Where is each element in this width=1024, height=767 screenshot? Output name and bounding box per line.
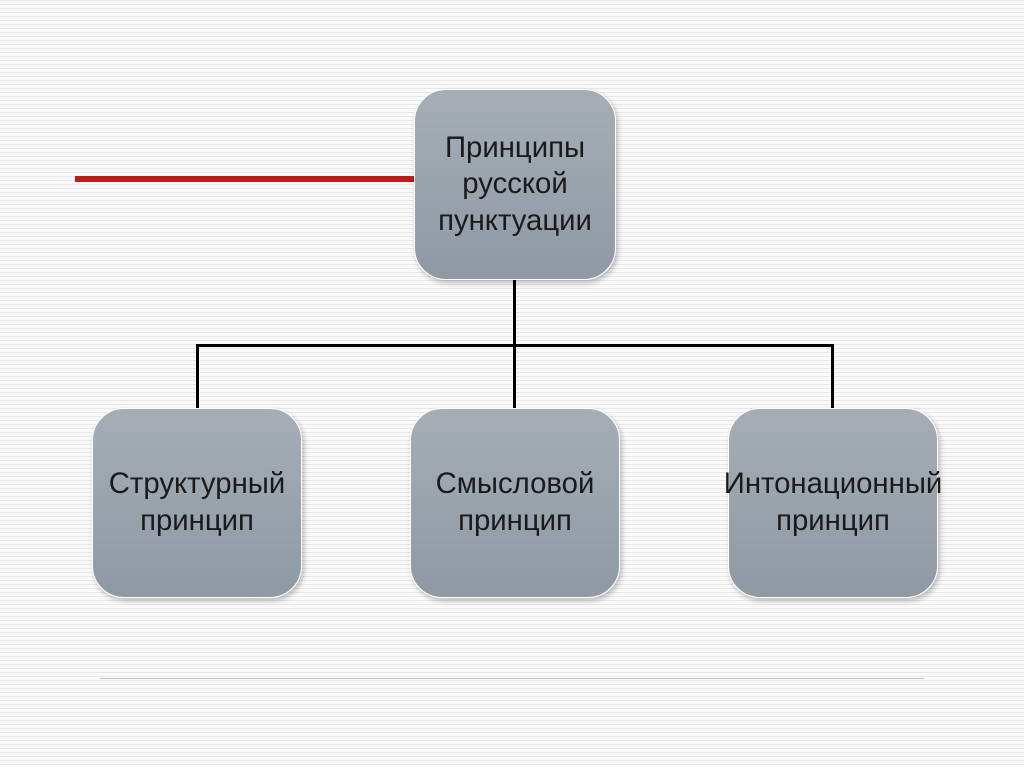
connector-root-down [513,280,516,344]
node-child-0-label: Структурный принцип [105,466,289,539]
red-horizontal-rule [75,176,415,182]
connector-left-down [196,344,199,408]
node-child-1-label: Смысловой принцип [423,466,607,539]
bottom-horizontal-rule [100,678,924,679]
node-child-semantic: Смысловой принцип [410,408,620,598]
node-root: Принципы русской пунктуации [414,89,616,280]
connector-mid-down [513,344,516,408]
connector-right-down [831,344,834,408]
diagram-canvas: Принципы русской пунктуации Структурный … [0,0,1024,767]
node-child-structural: Структурный принцип [92,408,302,598]
node-child-2-label: Интонационный принцип [724,466,943,539]
node-root-label: Принципы русской пунктуации [427,130,603,240]
node-child-intonational: Интонационный принцип [728,408,938,598]
